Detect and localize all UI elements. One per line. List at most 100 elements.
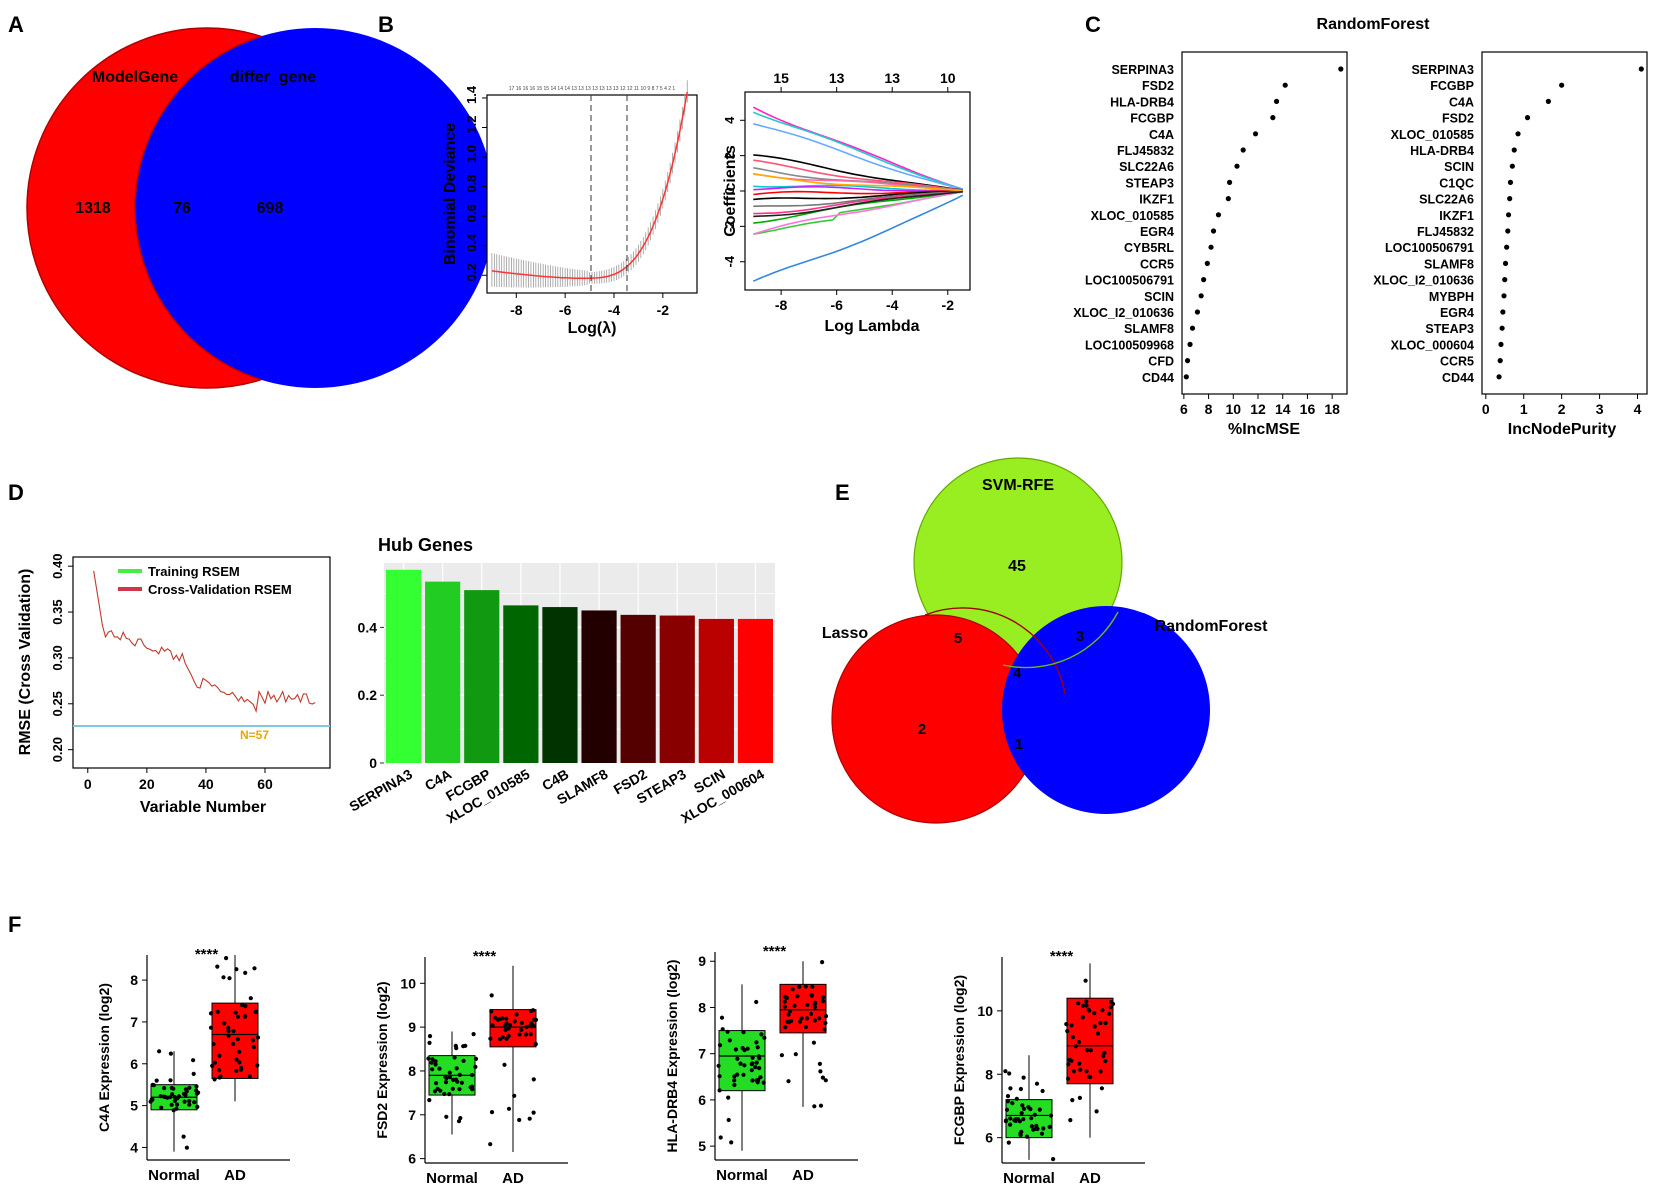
box-ad-point (231, 1029, 236, 1034)
panel-a: A ModelGene differ_gene 1318 76 698 (8, 12, 495, 389)
path-top-tick-label: 13 (829, 70, 845, 86)
rf-x-tick-label: 18 (1324, 401, 1340, 417)
box-normal-point (757, 1056, 762, 1061)
box-ad-point (793, 1052, 798, 1057)
box-ad-point (215, 1009, 220, 1015)
box-y-tick-label: 7 (408, 1107, 416, 1123)
box-normal-point (427, 1034, 433, 1039)
rf-gene-label: CCR5 (1440, 355, 1474, 369)
box-ad-point (786, 1020, 792, 1025)
box-normal-point (1005, 1094, 1011, 1099)
cv-x-tick-label: -2 (657, 302, 670, 318)
hub-bars (385, 569, 774, 763)
box-normal-point (717, 1043, 723, 1048)
rf-point (1497, 358, 1503, 364)
box-ad-point (805, 1016, 810, 1021)
rf-gene-label: CFD (1148, 355, 1174, 369)
venn-e-center: 4 (1013, 665, 1022, 682)
box-ad-point (527, 1116, 532, 1121)
cv-curve (491, 91, 688, 279)
box-plot: 6 7 8 9 10 FSD2 Expression (log2) Normal AD **** (374, 948, 568, 1187)
rf-point (1515, 131, 1521, 137)
box-normal-point (749, 1068, 754, 1073)
panel-b: B 17 16 16 16 15 15 14 14 14 13 13 13 13… (378, 12, 971, 337)
rf-point (1524, 115, 1531, 121)
box-normal-point (754, 1060, 759, 1065)
cv-x-tick-label: -4 (608, 302, 621, 318)
box-ad-point (798, 1019, 803, 1024)
rf-point (1500, 309, 1506, 315)
box-ad-point (1084, 999, 1089, 1004)
rmse-frame (72, 556, 331, 769)
box-ad-point (227, 976, 232, 981)
box-ad-point (488, 1142, 493, 1147)
box-ad-point (784, 995, 790, 1001)
box-normal-point (184, 1145, 189, 1150)
box-normal-point (447, 1070, 452, 1075)
box-ad-point (497, 1016, 503, 1022)
path-plot: -4 -2 0 2 4 -8 -6 -4 -2 15 13 13 10 Coefficients L… (722, 70, 971, 335)
box-normal-point (443, 1074, 448, 1079)
box-plot: 6 8 10 FCGBP Expression (log2) Normal AD **** (951, 948, 1145, 1187)
box-normal-point (444, 1114, 449, 1119)
box-normal-point (755, 1080, 760, 1085)
box-normal-point (470, 1072, 475, 1078)
box-normal-point (1013, 1118, 1019, 1123)
rf-gene-label: C1QC (1439, 176, 1474, 190)
box-normal-point (169, 1085, 174, 1091)
rf-gene-label: CD44 (1442, 371, 1474, 385)
box-significance: **** (195, 946, 219, 963)
rf-gene-label: XLOC_010585 (1091, 209, 1174, 223)
box-significance: **** (1050, 948, 1074, 965)
box-normal-point (1029, 1124, 1034, 1129)
rmse-cv-curve (93, 570, 316, 714)
rf-point (1252, 131, 1259, 137)
box-normal-point (1032, 1112, 1037, 1117)
hub-y-tick-label: 0.4 (358, 619, 378, 635)
box-normal-point (741, 1072, 746, 1077)
box-normal-point (427, 1040, 432, 1045)
rf-gene-label: SERPINA3 (1411, 63, 1474, 77)
box-normal-point (725, 1029, 730, 1034)
box-normal-point (726, 1095, 731, 1100)
hub-bar (620, 614, 656, 763)
box-y-tick-label: 5 (130, 1098, 138, 1114)
box-x-label-normal: Normal (1003, 1170, 1055, 1187)
box-ad-point (221, 975, 226, 980)
box-ad-point (212, 1060, 218, 1065)
rf-gene-label: FSD2 (1142, 79, 1174, 93)
box-normal-point (1034, 1081, 1040, 1086)
coefficient-path (753, 190, 963, 201)
box-ad-point (489, 1110, 495, 1115)
hub-y-tick-label: 0 (369, 755, 377, 771)
box-ad-point (1101, 1054, 1106, 1059)
box-normal-point (727, 1038, 732, 1043)
box-normal-point (1024, 1134, 1030, 1139)
box-normal-point (427, 1098, 432, 1103)
rf-gene-label: SLAMF8 (1424, 257, 1474, 271)
path-y-tick-label: -4 (722, 255, 737, 267)
box-ad-point (1084, 1069, 1089, 1074)
rf-x-tick-label: 0 (1482, 401, 1490, 417)
box-normal-point (447, 1075, 453, 1080)
box-normal-point (183, 1087, 188, 1092)
panel-label-c: C (1085, 12, 1101, 37)
box-normal-point (1008, 1116, 1013, 1121)
path-y-tick-label: -2 (722, 221, 737, 233)
box-normal-point (738, 1061, 743, 1066)
box-ad-point (235, 1014, 241, 1019)
hub-bar (737, 618, 774, 763)
box-ad-point (222, 1021, 227, 1026)
box-ad-point (250, 1038, 256, 1043)
box-ad-point (1092, 1011, 1097, 1016)
rf-gene-label: XLOC_000604 (1391, 338, 1474, 352)
rf-gene-label: IKZF1 (1439, 209, 1474, 223)
box-ad-point (1069, 1023, 1074, 1028)
box-ad-point (253, 1009, 258, 1015)
path-top-tick-label: 15 (773, 70, 789, 86)
rmse-plot: 0.20 0.25 0.30 0.35 0.40 0 20 40 60 Training RS… (17, 554, 331, 816)
cv-y-tick-label: 1.4 (464, 85, 479, 104)
box-normal-point (1003, 1119, 1009, 1124)
box-ad-point (1076, 1040, 1082, 1045)
box-ad-point (821, 995, 826, 1000)
